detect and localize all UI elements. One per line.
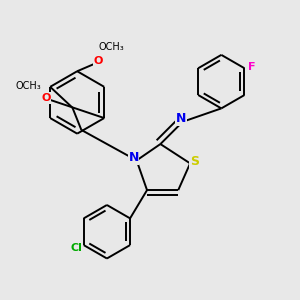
Text: S: S xyxy=(190,155,199,168)
Text: N: N xyxy=(128,151,139,164)
Text: O: O xyxy=(93,56,103,66)
Text: Cl: Cl xyxy=(70,243,82,253)
Text: OCH₃: OCH₃ xyxy=(98,43,124,52)
Text: F: F xyxy=(248,62,256,72)
Text: N: N xyxy=(176,112,186,125)
Text: OCH₃: OCH₃ xyxy=(15,81,41,91)
Text: O: O xyxy=(41,93,51,103)
